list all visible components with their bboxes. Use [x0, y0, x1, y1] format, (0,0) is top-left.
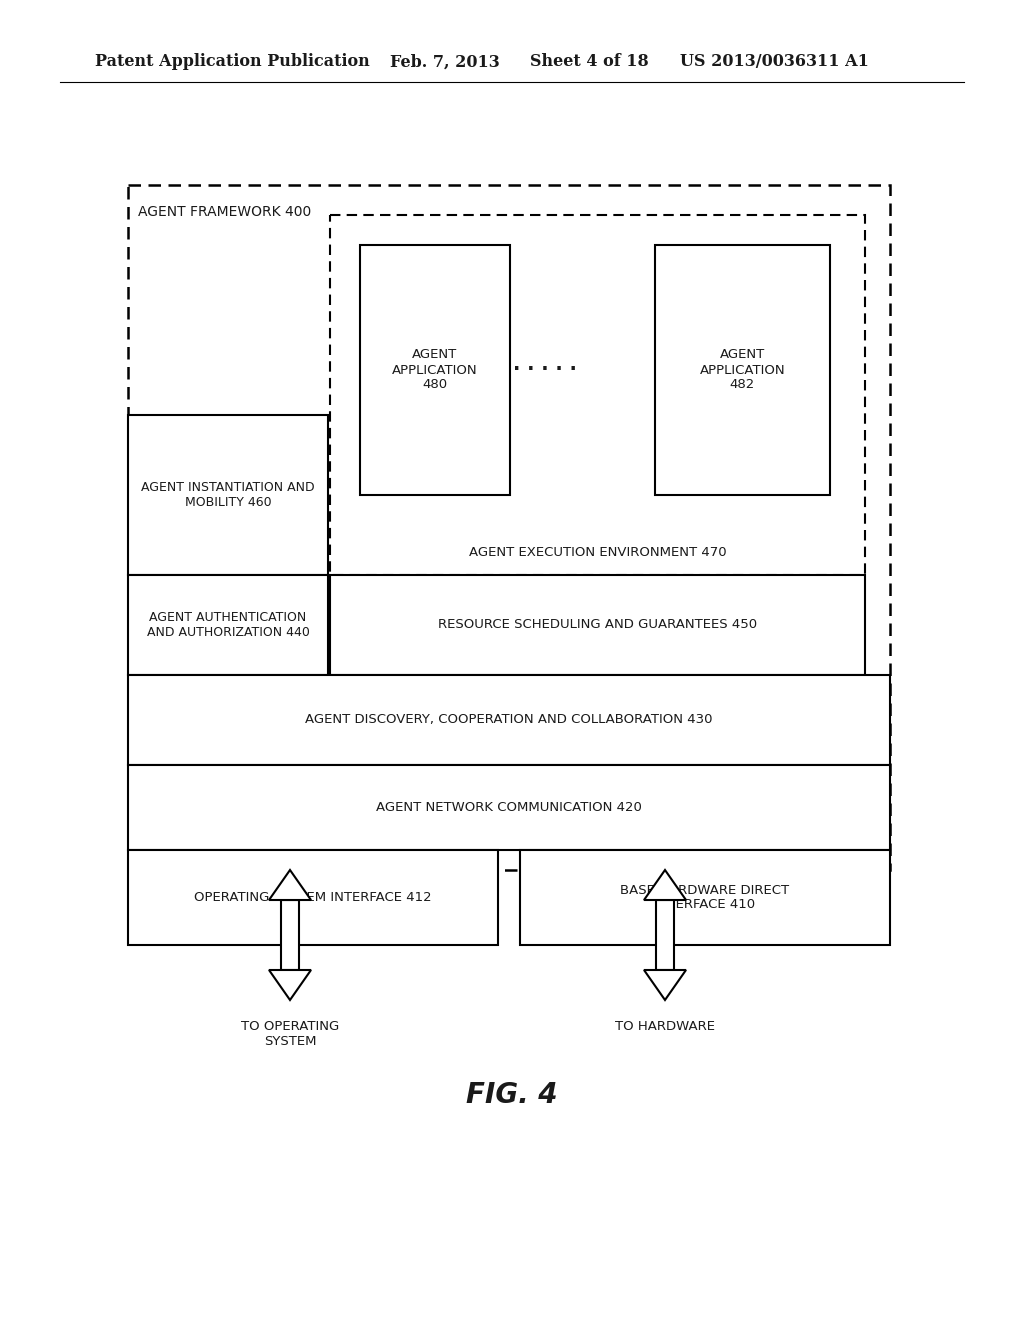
Text: AGENT EXECUTION ENVIRONMENT 470: AGENT EXECUTION ENVIRONMENT 470 — [469, 546, 726, 558]
Text: OPERATING SYSTEM INTERFACE 412: OPERATING SYSTEM INTERFACE 412 — [195, 891, 432, 904]
Bar — [360, 246, 510, 495]
Text: Patent Application Publication: Patent Application Publication — [95, 54, 370, 70]
Bar — [655, 246, 830, 495]
Bar — [128, 766, 890, 850]
Polygon shape — [644, 870, 686, 900]
Text: RESOURCE SCHEDULING AND GUARANTEES 450: RESOURCE SCHEDULING AND GUARANTEES 450 — [438, 619, 757, 631]
Text: AGENT
APPLICATION
482: AGENT APPLICATION 482 — [699, 348, 785, 392]
Bar — [128, 576, 328, 675]
Bar — [330, 215, 865, 576]
Polygon shape — [269, 970, 311, 1001]
Text: FIG. 4: FIG. 4 — [466, 1081, 558, 1109]
Bar — [281, 900, 299, 970]
Bar — [520, 850, 890, 945]
Bar — [656, 900, 674, 970]
Text: AGENT NETWORK COMMUNICATION 420: AGENT NETWORK COMMUNICATION 420 — [376, 801, 642, 814]
Bar — [128, 185, 890, 870]
Text: BASE HARDWARE DIRECT
INTERFACE 410: BASE HARDWARE DIRECT INTERFACE 410 — [621, 883, 790, 912]
Text: AGENT INSTANTIATION AND
MOBILITY 460: AGENT INSTANTIATION AND MOBILITY 460 — [141, 480, 314, 510]
Bar — [128, 414, 328, 576]
Text: . . . . .: . . . . . — [513, 355, 577, 375]
Bar — [330, 576, 865, 675]
Text: AGENT AUTHENTICATION
AND AUTHORIZATION 440: AGENT AUTHENTICATION AND AUTHORIZATION 4… — [146, 611, 309, 639]
Text: TO OPERATING
SYSTEM: TO OPERATING SYSTEM — [241, 1020, 339, 1048]
Polygon shape — [269, 870, 311, 900]
Text: AGENT FRAMEWORK 400: AGENT FRAMEWORK 400 — [138, 205, 311, 219]
Text: Feb. 7, 2013: Feb. 7, 2013 — [390, 54, 500, 70]
Text: US 2013/0036311 A1: US 2013/0036311 A1 — [680, 54, 869, 70]
Text: Sheet 4 of 18: Sheet 4 of 18 — [530, 54, 649, 70]
Polygon shape — [644, 970, 686, 1001]
Text: TO HARDWARE: TO HARDWARE — [615, 1020, 715, 1034]
Text: AGENT
APPLICATION
480: AGENT APPLICATION 480 — [392, 348, 478, 392]
Bar — [128, 850, 498, 945]
Bar — [128, 675, 890, 766]
Text: AGENT DISCOVERY, COOPERATION AND COLLABORATION 430: AGENT DISCOVERY, COOPERATION AND COLLABO… — [305, 714, 713, 726]
